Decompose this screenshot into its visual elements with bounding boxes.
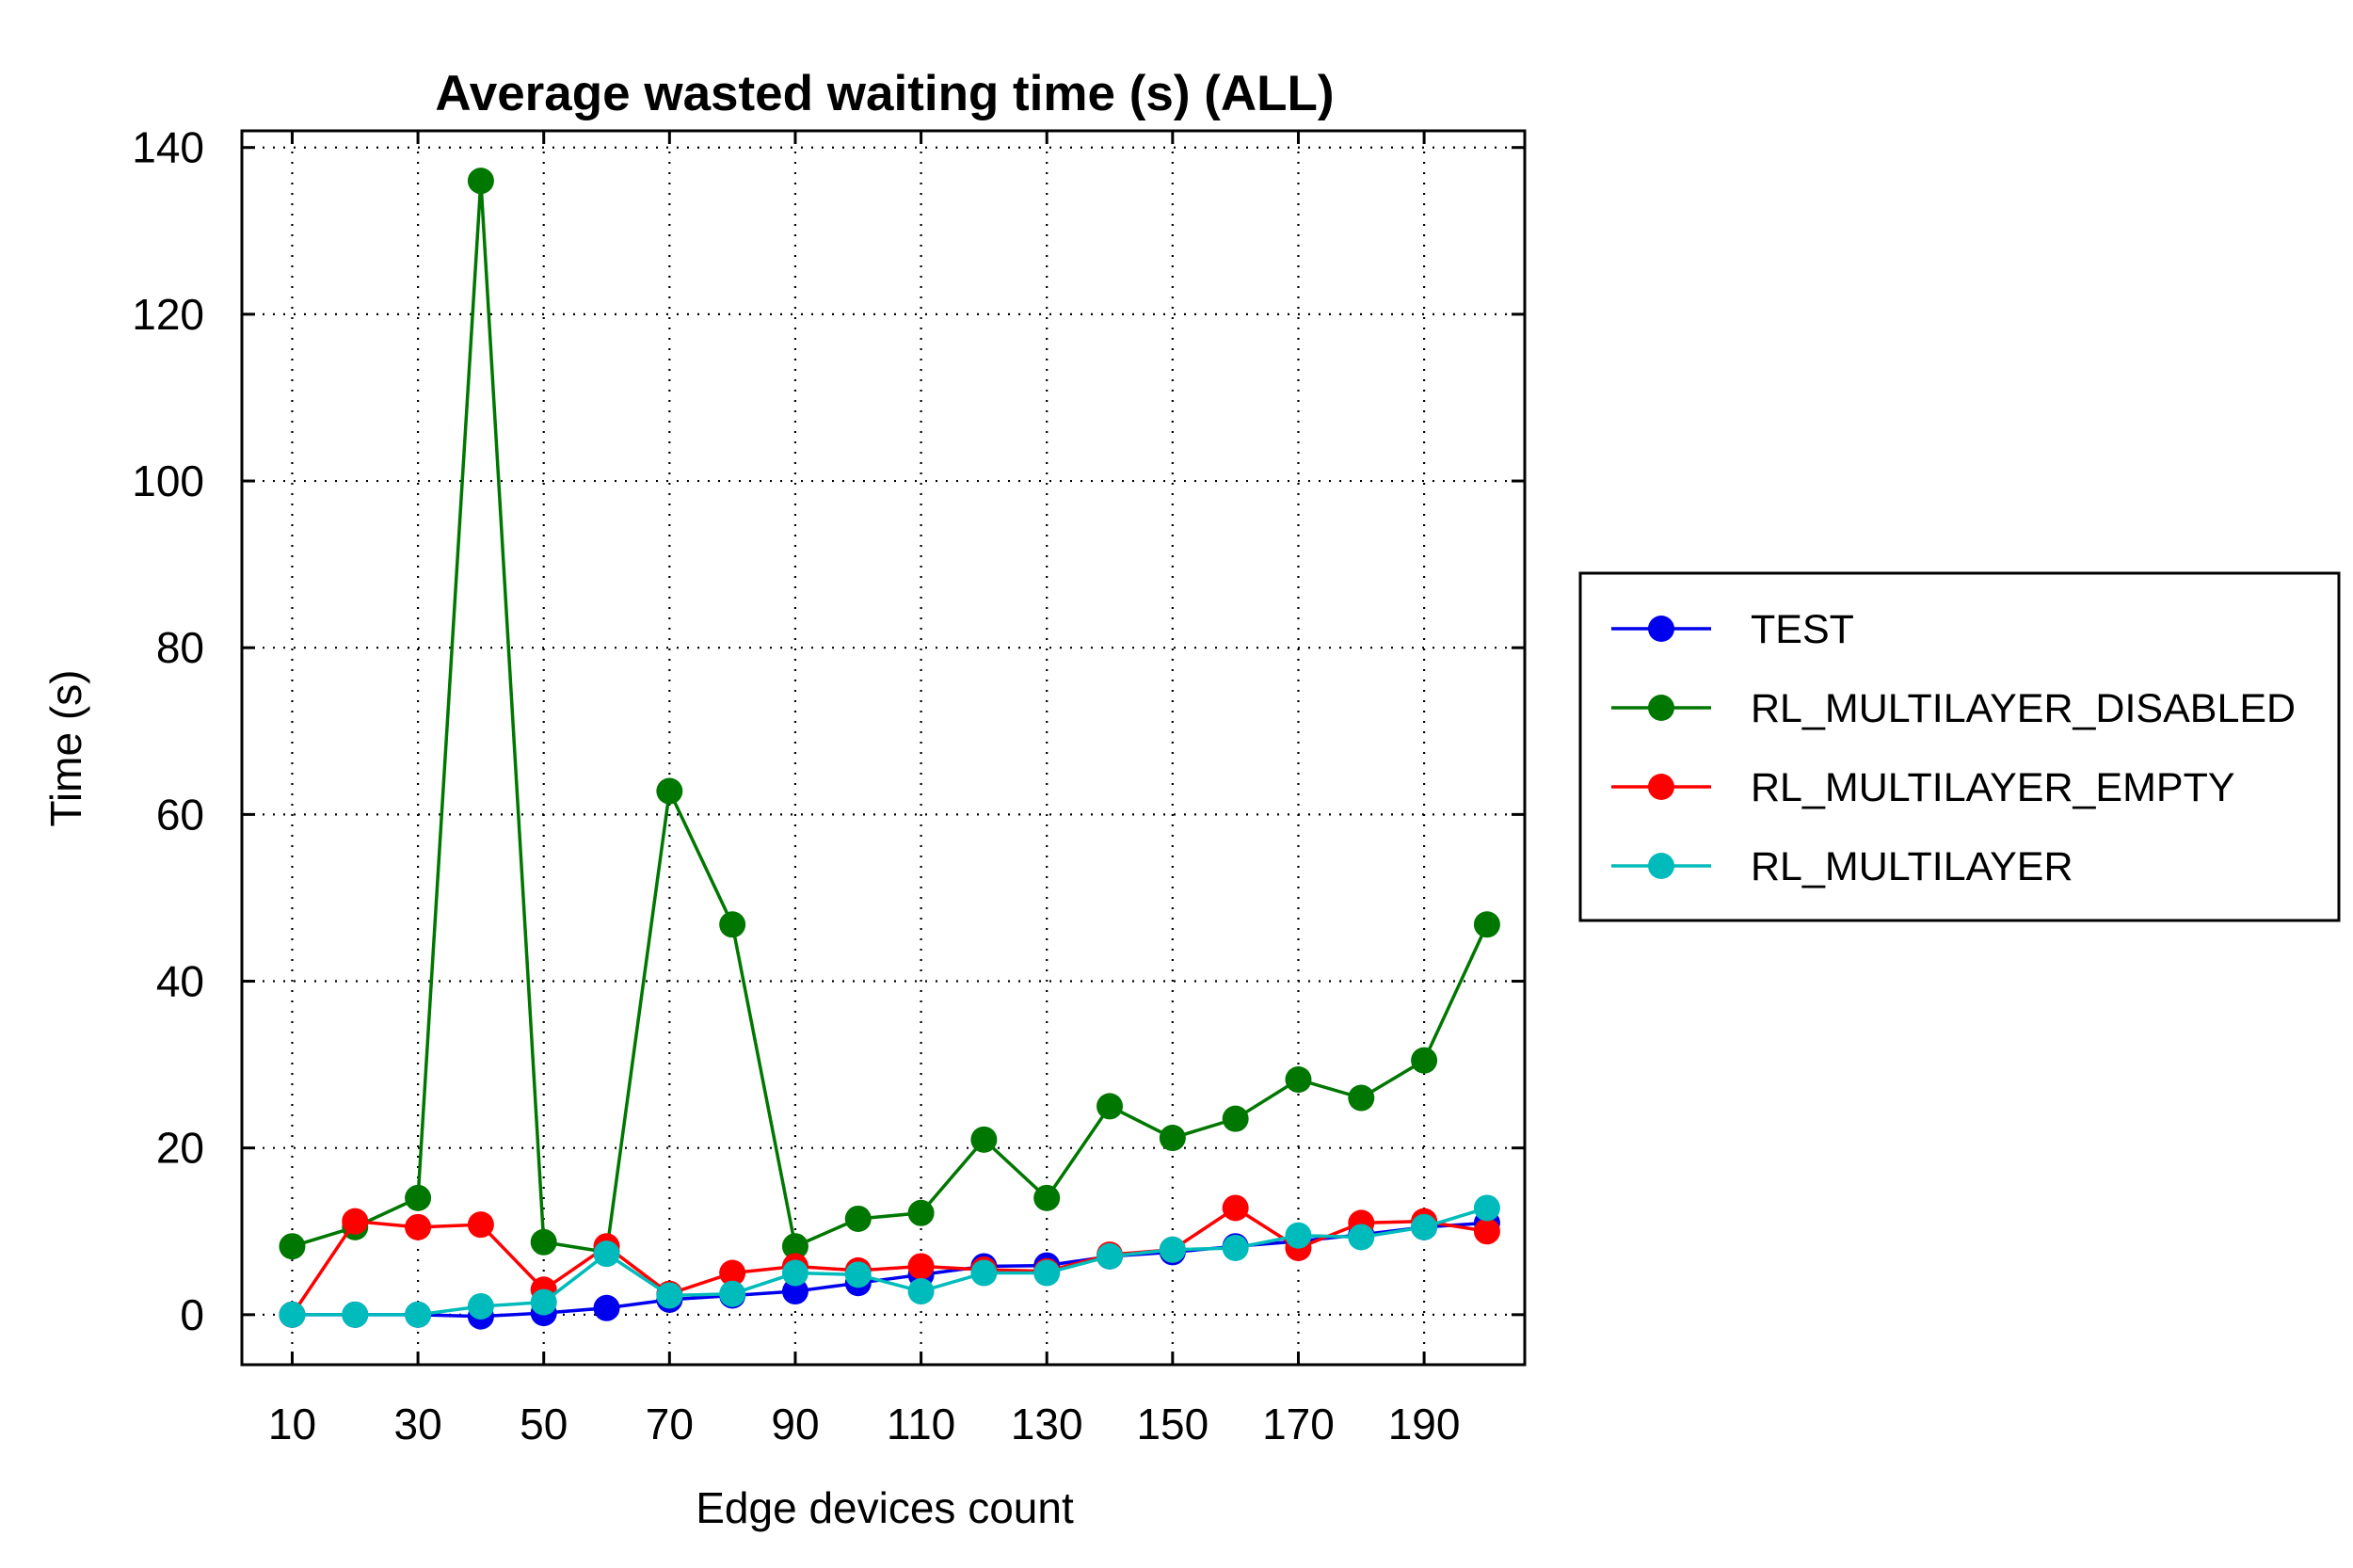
- legend-label: TEST: [1751, 607, 1854, 652]
- data-point: [1473, 1218, 1500, 1245]
- data-point: [1222, 1194, 1249, 1222]
- x-axis-label: Edge devices count: [696, 1483, 1074, 1532]
- legend-marker: [1648, 774, 1674, 800]
- x-tick-label: 150: [1136, 1400, 1209, 1448]
- legend-item: RL_MULTILAYER_EMPTY: [1611, 765, 2235, 810]
- x-tick-label: 170: [1262, 1400, 1335, 1448]
- data-point: [1473, 1194, 1500, 1222]
- series-line: [291, 181, 1489, 1255]
- legend-entries: TEST RL_MULTILAYER_DISABLED RL_MULTILAYER_…: [1611, 607, 2296, 889]
- y-tick-label: 80: [156, 623, 204, 672]
- data-point: [719, 1280, 746, 1307]
- data-point: [970, 1126, 998, 1153]
- legend-label: RL_MULTILAYER_EMPTY: [1751, 765, 2235, 810]
- data-point: [1159, 1125, 1186, 1152]
- data-point: [279, 1301, 306, 1328]
- data-point: [1222, 1234, 1249, 1261]
- x-tick-label: 70: [646, 1400, 694, 1448]
- legend-marker: [1648, 695, 1674, 721]
- y-tick-label: 60: [156, 790, 204, 839]
- data-point: [656, 777, 683, 805]
- series-rl-multilayer-disabled: [279, 168, 1500, 1266]
- y-axis-label: Time (s): [41, 670, 90, 827]
- data-point: [467, 1292, 494, 1320]
- data-point: [530, 1228, 557, 1256]
- data-point: [1096, 1242, 1124, 1270]
- legend-item: TEST: [1611, 607, 1854, 652]
- data-point: [1033, 1184, 1061, 1211]
- data-point: [1473, 911, 1500, 938]
- data-point: [970, 1259, 998, 1287]
- x-tick-label: 30: [393, 1400, 441, 1448]
- data-point: [593, 1294, 620, 1321]
- x-tick-label: 10: [268, 1400, 316, 1448]
- x-tick-label: 190: [1388, 1400, 1461, 1448]
- data-point: [279, 1233, 306, 1260]
- legend: TEST RL_MULTILAYER_DISABLED RL_MULTILAYER_…: [1578, 571, 2341, 922]
- data-point: [1411, 1213, 1438, 1240]
- legend-box: [1578, 571, 2341, 922]
- plot-frame: [240, 129, 1527, 1367]
- data-point: [1348, 1084, 1375, 1112]
- data-point: [1285, 1066, 1312, 1094]
- x-tick-label: 110: [887, 1400, 955, 1448]
- data-point: [781, 1233, 808, 1260]
- data-point: [907, 1278, 935, 1305]
- y-tick-label: 20: [156, 1124, 204, 1173]
- data-point: [467, 1211, 494, 1239]
- axis-ticks: 10 30 50 70 90 110 130 150 170 190 0 20 40 60 80 100 120…: [132, 123, 1525, 1448]
- data-point: [844, 1205, 872, 1232]
- data-point: [405, 1213, 432, 1240]
- y-tick-label: 100: [132, 456, 204, 505]
- data-point: [342, 1208, 369, 1235]
- legend-label: RL_MULTILAYER: [1751, 844, 2073, 889]
- legend-marker: [1648, 616, 1674, 642]
- data-point: [593, 1240, 620, 1268]
- y-tick-label: 140: [132, 123, 204, 172]
- x-tick-label: 50: [520, 1400, 568, 1448]
- legend-item: RL_MULTILAYER_DISABLED: [1611, 686, 2296, 731]
- data-point: [719, 1259, 746, 1287]
- grid: [242, 131, 1525, 1365]
- data-point: [1159, 1236, 1186, 1263]
- data-point: [907, 1253, 935, 1280]
- data-point: [1033, 1259, 1061, 1287]
- data-point: [405, 1184, 432, 1211]
- data-point: [844, 1261, 872, 1288]
- data-point: [405, 1301, 432, 1328]
- data-point: [781, 1278, 808, 1305]
- y-tick-label: 0: [180, 1290, 204, 1339]
- data-point: [781, 1259, 808, 1287]
- data-point: [719, 911, 746, 938]
- data-point: [342, 1301, 369, 1328]
- data-point: [907, 1199, 935, 1226]
- legend-item: RL_MULTILAYER: [1611, 844, 2073, 889]
- y-tick-label: 40: [156, 957, 204, 1006]
- y-tick-label: 120: [132, 290, 204, 339]
- data-point: [1222, 1105, 1249, 1132]
- data-point: [1411, 1047, 1438, 1074]
- data-point: [530, 1288, 557, 1316]
- data-point: [656, 1282, 683, 1309]
- data-point: [1096, 1093, 1124, 1120]
- data-point: [467, 168, 494, 195]
- data-point: [1348, 1224, 1375, 1251]
- series-rl-multilayer: [279, 1194, 1500, 1328]
- x-tick-label: 90: [771, 1400, 819, 1448]
- x-tick-label: 130: [1011, 1400, 1083, 1448]
- chart-title: Average wasted waiting time (s) (ALL): [435, 66, 1334, 121]
- legend-label: RL_MULTILAYER_DISABLED: [1751, 686, 2296, 731]
- legend-marker: [1648, 853, 1674, 879]
- series-layer: [279, 168, 1500, 1330]
- data-point: [1285, 1222, 1312, 1249]
